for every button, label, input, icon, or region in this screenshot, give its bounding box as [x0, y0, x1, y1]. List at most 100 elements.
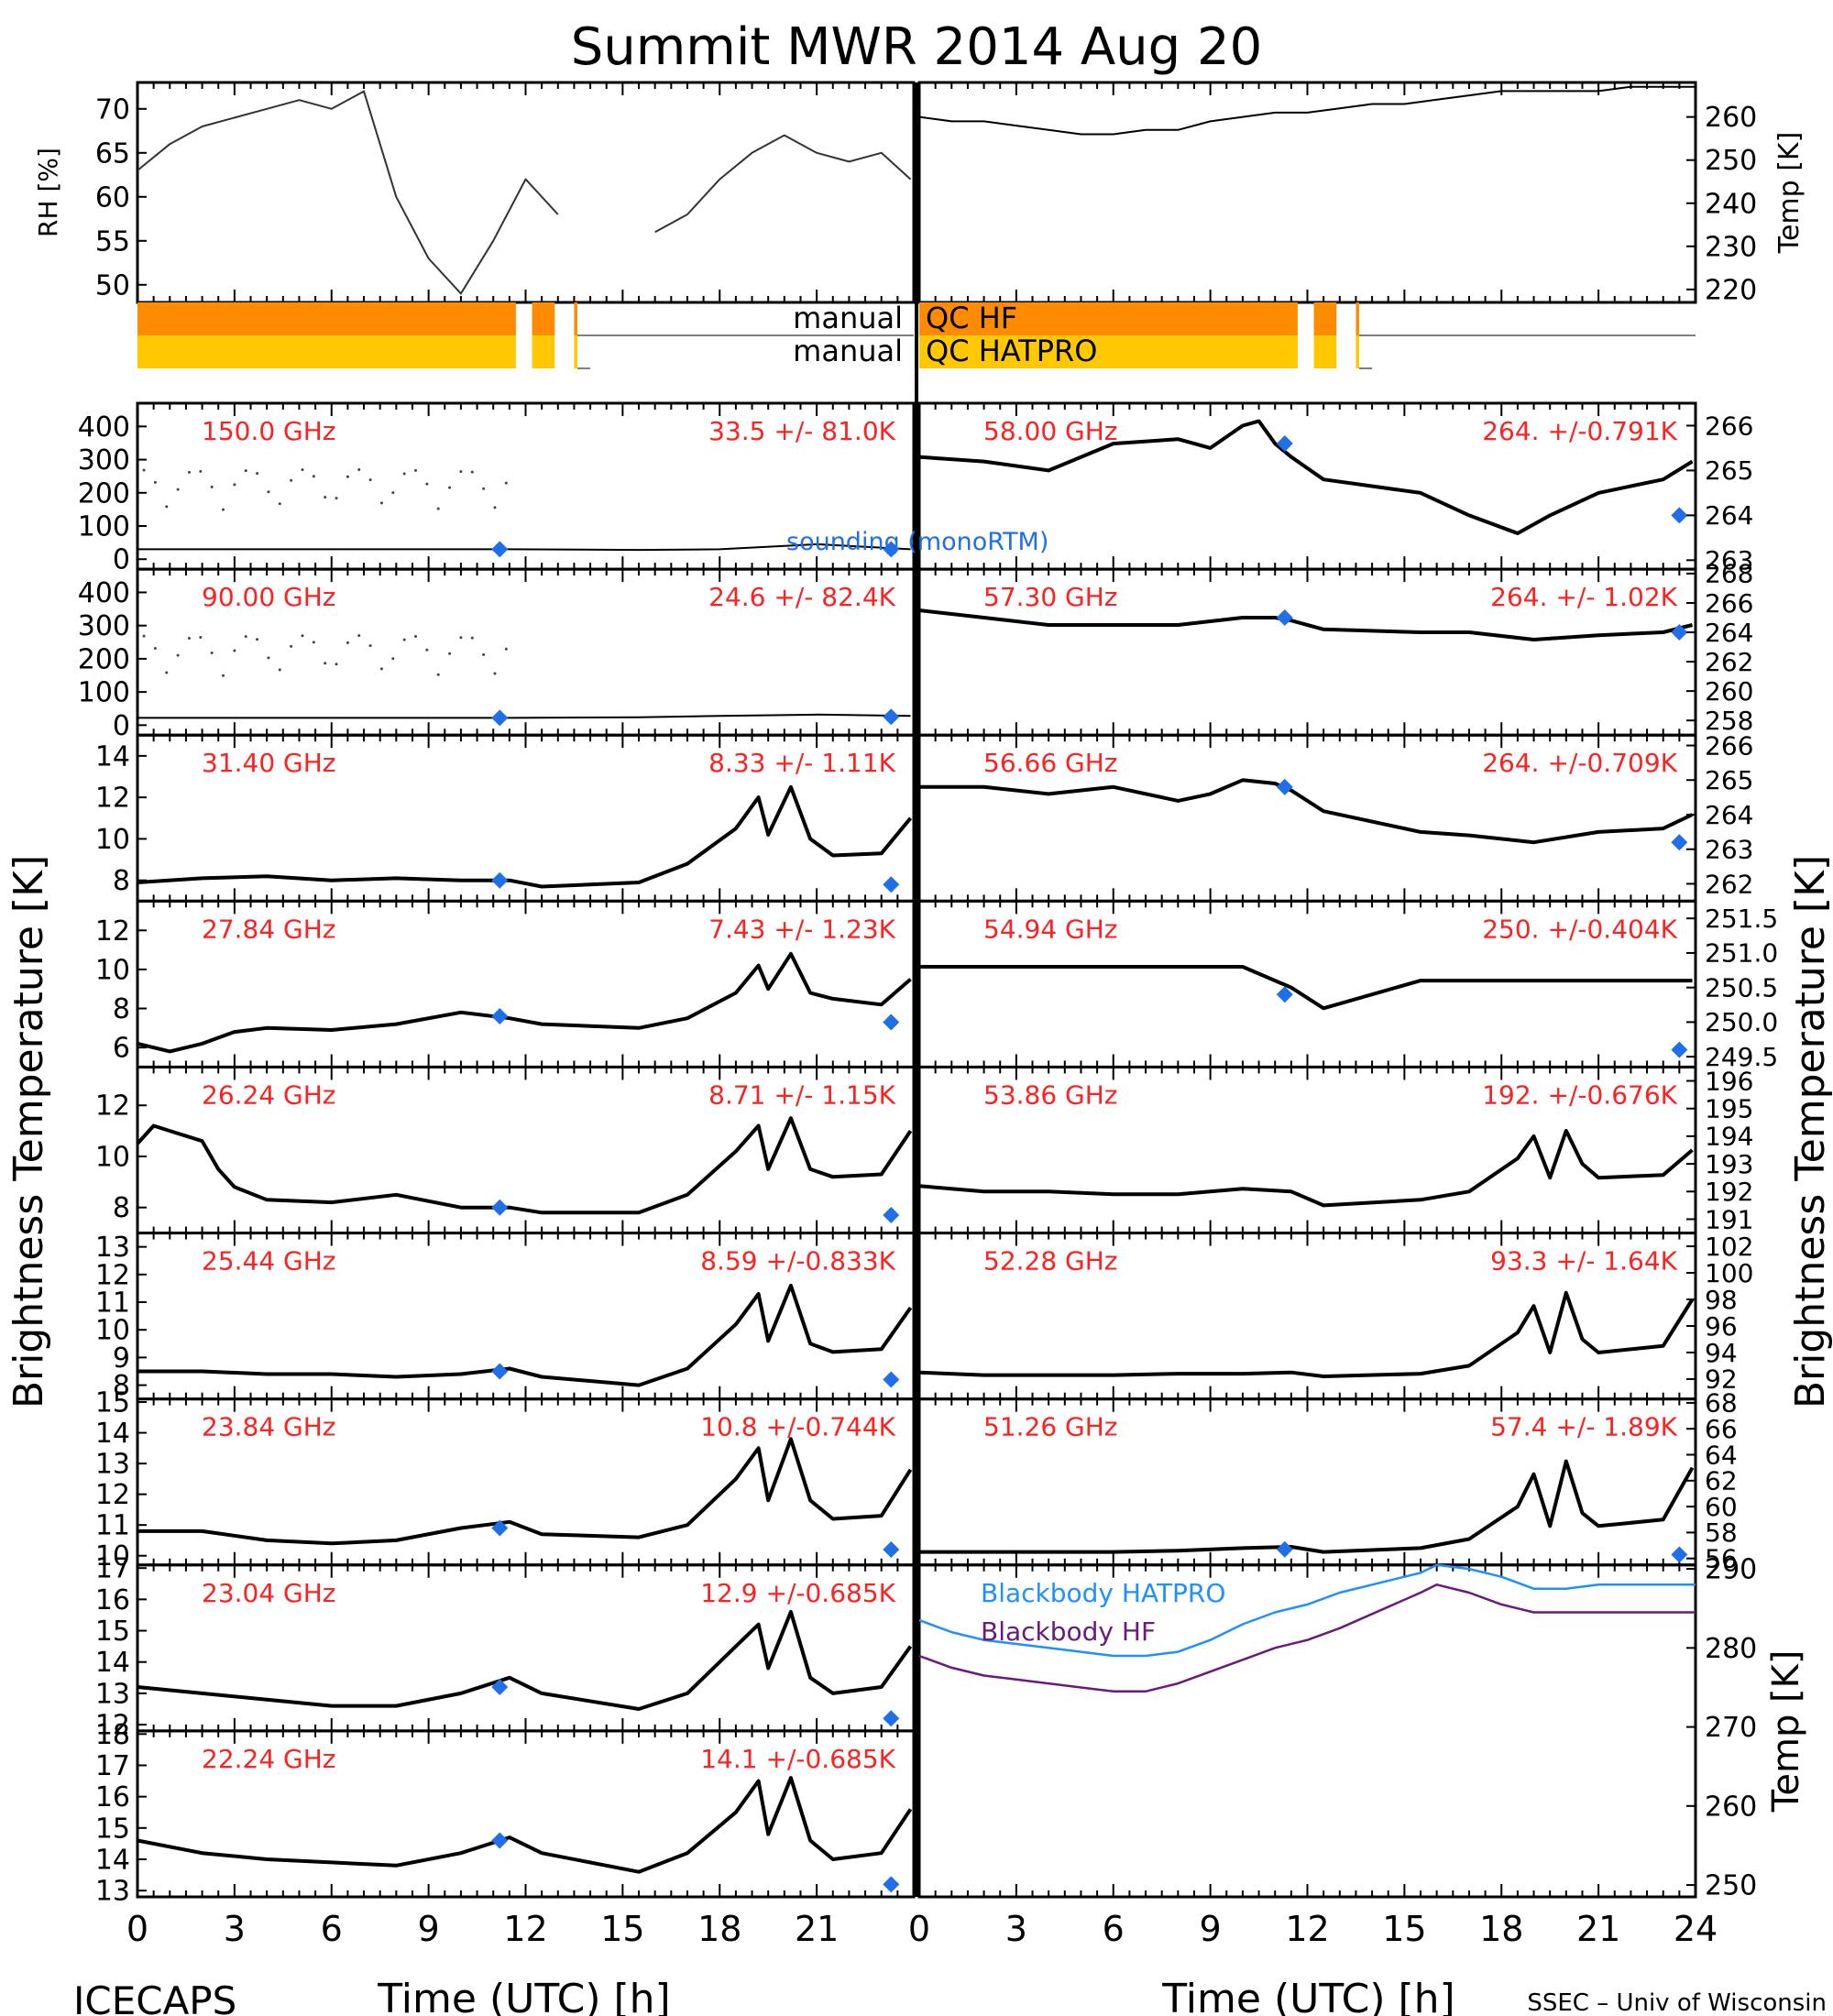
qc-flag-bar — [574, 335, 577, 368]
qc-flag-bar — [919, 302, 1298, 335]
noise-dot — [187, 637, 191, 641]
x-tick-label: 6 — [1103, 1909, 1125, 1949]
qc-flag-bar — [532, 302, 555, 335]
noise-dot — [324, 496, 327, 499]
y-tick-label: 94 — [1705, 1338, 1738, 1368]
sounding-marker — [1671, 1546, 1688, 1563]
noise-dot — [391, 491, 395, 495]
right-panel-1: 57.30 GHz 264. +/- 1.02K 25826026226426626… — [917, 559, 1753, 737]
frequency-label: 58.00 GHz — [983, 416, 1118, 446]
noise-dot — [222, 674, 225, 677]
noise-dot — [267, 490, 270, 494]
y-tick-label: 240 — [1705, 188, 1757, 220]
y-tick-label: 230 — [1705, 231, 1757, 263]
right-panel-0: 58.00 GHz 264. +/-0.791K 263 264 265 266 — [917, 401, 1753, 575]
trace-line — [137, 713, 911, 719]
noise-dot — [414, 634, 418, 638]
noise-dot — [504, 647, 508, 651]
y-tick-label: 14 — [95, 1844, 130, 1876]
qc-flag-bar — [1313, 302, 1337, 335]
stats-label: 250. +/-0.404K — [1482, 914, 1677, 944]
sounding-marker — [491, 1519, 509, 1537]
noise-dot — [436, 507, 440, 510]
blackbody-frame — [917, 1563, 1697, 1899]
y-tick-label: 96 — [1705, 1311, 1738, 1342]
y-tick-label: 262 — [1705, 869, 1753, 899]
y-tick-label: 290 — [1705, 1554, 1757, 1586]
x-tick-label: 18 — [1479, 1909, 1523, 1949]
y-tick-label: 300 — [78, 610, 130, 642]
sounding-marker — [491, 541, 509, 558]
y-tick-label: 17 — [95, 1750, 130, 1782]
rh-frame — [136, 81, 916, 304]
sounding-marker — [883, 876, 900, 893]
sounding-marker — [491, 709, 509, 727]
y-tick-label: 10 — [95, 1141, 130, 1173]
noise-dot — [368, 644, 372, 648]
y-tick-label: 50 — [95, 269, 130, 301]
y-tick-label: 6 — [113, 1033, 130, 1065]
noise-dot — [324, 662, 327, 665]
sounding-marker — [883, 1013, 900, 1031]
y-tick-label: 192 — [1705, 1177, 1753, 1207]
y-tick-label: 13 — [95, 1449, 130, 1481]
right-panel-3: 54.94 GHz 250. +/-0.404K249.5250.0250.525… — [917, 899, 1778, 1072]
y-tick-label: 8 — [113, 865, 130, 897]
right-panel-2: 56.66 GHz 264. +/-0.709K 262 263 264 265 266 — [917, 730, 1753, 903]
noise-dot — [436, 673, 440, 676]
y-tick-label: 65 — [95, 137, 130, 170]
frequency-label: 51.26 GHz — [983, 1412, 1118, 1442]
noise-dot — [176, 488, 180, 491]
noise-dot — [312, 641, 315, 644]
y-tick-label: 16 — [95, 1584, 130, 1616]
qc-suffix-label: QC HATPRO — [926, 334, 1097, 368]
noise-dot — [153, 480, 157, 484]
air-temp-frame — [917, 81, 1697, 304]
y-tick-label: 0 — [113, 710, 130, 742]
stats-label: 93.3 +/- 1.64K — [1490, 1246, 1677, 1276]
noise-dot — [346, 641, 349, 644]
noise-dot — [222, 508, 225, 511]
y-tick-label: 8 — [113, 1192, 130, 1224]
y-tick-label: 263 — [1705, 835, 1753, 865]
y-tick-label: 14 — [95, 740, 130, 772]
sounding-marker — [491, 1832, 509, 1849]
noise-dot — [448, 652, 452, 655]
y-tick-label: 12 — [95, 1710, 130, 1742]
sounding-marker — [1671, 624, 1688, 641]
noise-dot — [165, 671, 169, 674]
y-tick-label: 58 — [1705, 1517, 1738, 1548]
trace-line — [918, 1290, 1695, 1378]
y-tick-label: 220 — [1705, 274, 1757, 306]
y-tick-label: 15 — [95, 1616, 130, 1648]
sounding-marker — [883, 708, 900, 726]
y-tick-label: 60 — [95, 181, 130, 214]
right-panel-4: 53.86 GHz 192. +/-0.676K 19119219319419519… — [917, 1065, 1753, 1234]
stats-label: 33.5 +/- 81.0K — [708, 416, 895, 446]
sounding-marker — [491, 1008, 509, 1025]
y-tick-label: 265 — [1705, 765, 1753, 795]
trace-line — [137, 951, 912, 1054]
y-tick-label: 270 — [1705, 1712, 1757, 1744]
noise-dot — [346, 475, 349, 478]
y-tick-label: 12 — [95, 1090, 130, 1123]
footer-left: ICECAPS — [73, 1978, 236, 2016]
legend-bb-hatpro: Blackbody HATPRO — [981, 1578, 1225, 1608]
trace-line — [919, 965, 1693, 1011]
sounding-marker — [883, 1207, 900, 1224]
y-tick-label: 258 — [1705, 706, 1753, 736]
sounding-marker — [1671, 1041, 1688, 1058]
sounding-marker — [491, 1363, 509, 1380]
trace-line — [136, 1116, 913, 1215]
y-tick-label: 10 — [95, 1540, 130, 1572]
frequency-label: 53.86 GHz — [983, 1079, 1118, 1110]
y-tick-label: 195 — [1705, 1094, 1753, 1124]
y-tick-label: 400 — [78, 577, 130, 609]
qc-bars: manual QC HF manual QC HATPRO — [137, 82, 1696, 1897]
y-tick-label: 12 — [95, 783, 130, 815]
